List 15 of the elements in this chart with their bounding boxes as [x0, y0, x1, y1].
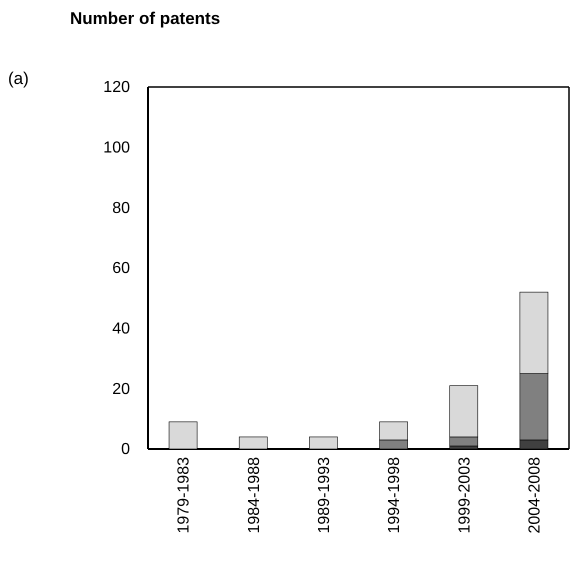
- chart-title: Number of patents: [70, 9, 220, 28]
- x-tick-label: 1984-1988: [246, 456, 263, 534]
- y-tick-label: 80: [112, 200, 130, 217]
- y-tick-label: 120: [103, 79, 130, 96]
- x-tick-label: 1989-1993: [316, 456, 334, 534]
- x-tick-label: 1979-1983: [176, 456, 193, 534]
- y-tick-label: 0: [121, 441, 130, 458]
- y-tick-label: 20: [112, 380, 130, 398]
- x-tick-label: 1999-2003: [456, 456, 474, 534]
- x-tick-label: 2004-2008: [526, 456, 544, 534]
- x-tick-label: 1994-1998: [386, 456, 404, 534]
- y-tick-label: 60: [112, 260, 130, 278]
- y-tick-label: 100: [103, 139, 130, 156]
- text: (a): [8, 69, 29, 88]
- y-tick-label: 40: [112, 320, 130, 338]
